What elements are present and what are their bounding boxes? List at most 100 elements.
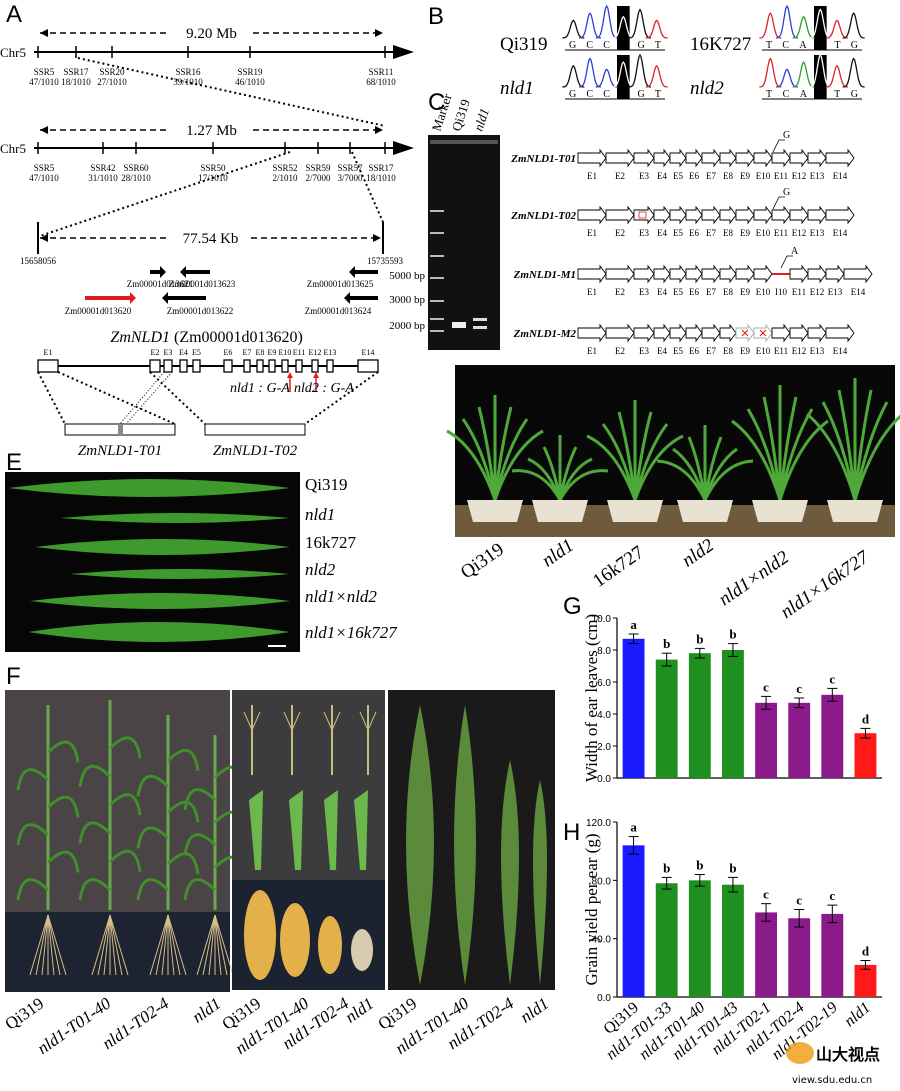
exon-arrow bbox=[685, 205, 703, 225]
exon-arrow bbox=[669, 148, 687, 168]
root bbox=[167, 914, 175, 976]
leaf bbox=[60, 513, 290, 523]
significance-letter: b bbox=[663, 636, 670, 651]
plant-label: nld2 bbox=[678, 535, 718, 572]
arrow-head bbox=[40, 29, 48, 37]
root bbox=[47, 914, 67, 976]
trace-peak bbox=[628, 8, 652, 39]
exon-arrow bbox=[653, 148, 671, 168]
exon-label: E10 bbox=[756, 228, 771, 238]
site-bracket bbox=[772, 196, 785, 210]
root bbox=[91, 914, 111, 976]
exon-label: E14 bbox=[833, 171, 848, 181]
coordinate: 15735593 bbox=[367, 256, 404, 266]
trace-peak bbox=[562, 64, 585, 88]
exon-label: E8 bbox=[723, 171, 733, 181]
marker-ratio: 3/7000 bbox=[337, 173, 363, 183]
exon-arrow bbox=[577, 205, 607, 225]
site-bracket bbox=[772, 139, 785, 153]
exon-arrow bbox=[633, 264, 655, 284]
trace-peak bbox=[825, 64, 849, 88]
significance-letter: c bbox=[796, 681, 802, 696]
exon-arrow bbox=[669, 205, 687, 225]
leaf bbox=[558, 469, 609, 501]
gene-name: Zm00001d013620 bbox=[65, 306, 132, 316]
exon-label: E12 bbox=[792, 171, 807, 181]
exon-arrow bbox=[807, 148, 827, 168]
y-tick-label: 0.0 bbox=[597, 993, 611, 1004]
root bbox=[109, 914, 117, 976]
exon-label: E1 bbox=[587, 228, 597, 238]
sample-label: Qi319 bbox=[500, 34, 548, 55]
sample-label: nld1-T01-40 bbox=[34, 993, 115, 1058]
photo bbox=[5, 690, 230, 912]
exon bbox=[223, 359, 233, 373]
marker-name: SSR50 bbox=[200, 163, 226, 173]
leaf bbox=[136, 878, 170, 901]
marker-name: SSR17 bbox=[63, 67, 89, 77]
exon-label: E12 bbox=[792, 228, 807, 238]
bar bbox=[854, 733, 877, 778]
exon-label: E1 bbox=[587, 346, 597, 356]
significance-letter: d bbox=[862, 944, 870, 959]
error-bar bbox=[860, 727, 871, 739]
exon-label: E9 bbox=[268, 348, 277, 357]
exon-label: E6 bbox=[689, 171, 699, 181]
sample-label: nld1 bbox=[189, 994, 225, 1027]
leaf bbox=[633, 434, 684, 501]
marker-ratio: 28/1010 bbox=[121, 173, 151, 183]
y-tick-label: 10.0 bbox=[592, 614, 612, 625]
gel-band bbox=[430, 232, 444, 234]
bar bbox=[622, 845, 645, 997]
trace-peak bbox=[595, 68, 618, 88]
error-bar bbox=[827, 904, 838, 924]
error-bar bbox=[761, 903, 772, 922]
root bbox=[103, 914, 111, 976]
y-tick-label: 4.0 bbox=[597, 710, 611, 721]
root bbox=[35, 914, 49, 976]
ear bbox=[244, 890, 276, 980]
error-bar bbox=[794, 909, 805, 928]
error-bar bbox=[827, 687, 838, 702]
trace-peak bbox=[842, 12, 865, 39]
marker-name: SSR60 bbox=[123, 163, 149, 173]
exon-arrow bbox=[653, 323, 671, 343]
trace-peak bbox=[775, 4, 799, 39]
exon-label: E14 bbox=[833, 228, 848, 238]
exon bbox=[256, 359, 264, 373]
leaf-sheath bbox=[354, 790, 368, 870]
leaf bbox=[183, 833, 217, 856]
exon-arrow bbox=[685, 148, 703, 168]
root bbox=[214, 914, 234, 976]
zoom-line bbox=[39, 151, 291, 237]
exon-label: E10 bbox=[756, 346, 771, 356]
leaf bbox=[853, 414, 900, 501]
exon-label: E3 bbox=[164, 348, 173, 357]
photo bbox=[5, 472, 300, 652]
sample-label: nld1 bbox=[517, 994, 553, 1027]
transcript bbox=[204, 423, 306, 436]
exon-arrow bbox=[719, 148, 737, 168]
exon bbox=[192, 359, 201, 373]
leaf-sheath bbox=[324, 790, 338, 870]
bar bbox=[722, 884, 744, 997]
gel bbox=[428, 135, 500, 350]
leaf bbox=[183, 878, 217, 901]
trace-peak bbox=[645, 19, 668, 39]
bar bbox=[788, 918, 811, 997]
base-sequence: GCCGGT bbox=[569, 40, 661, 51]
leaf bbox=[501, 760, 519, 985]
significance-letter: c bbox=[763, 679, 769, 694]
trace-peak bbox=[825, 19, 849, 39]
transcript-exon bbox=[118, 424, 123, 435]
exon-label: E8 bbox=[723, 287, 733, 297]
size-label: 5000 bp bbox=[389, 270, 425, 282]
gene-arrow-head bbox=[344, 292, 350, 304]
exon-label: E14 bbox=[851, 287, 866, 297]
exon-label: E14 bbox=[833, 346, 848, 356]
exon bbox=[357, 359, 379, 373]
exon-label: E9 bbox=[740, 346, 750, 356]
significance-letter: a bbox=[630, 820, 637, 835]
site-base: A bbox=[791, 246, 799, 257]
marker-ratio: 31/1010 bbox=[88, 173, 118, 183]
